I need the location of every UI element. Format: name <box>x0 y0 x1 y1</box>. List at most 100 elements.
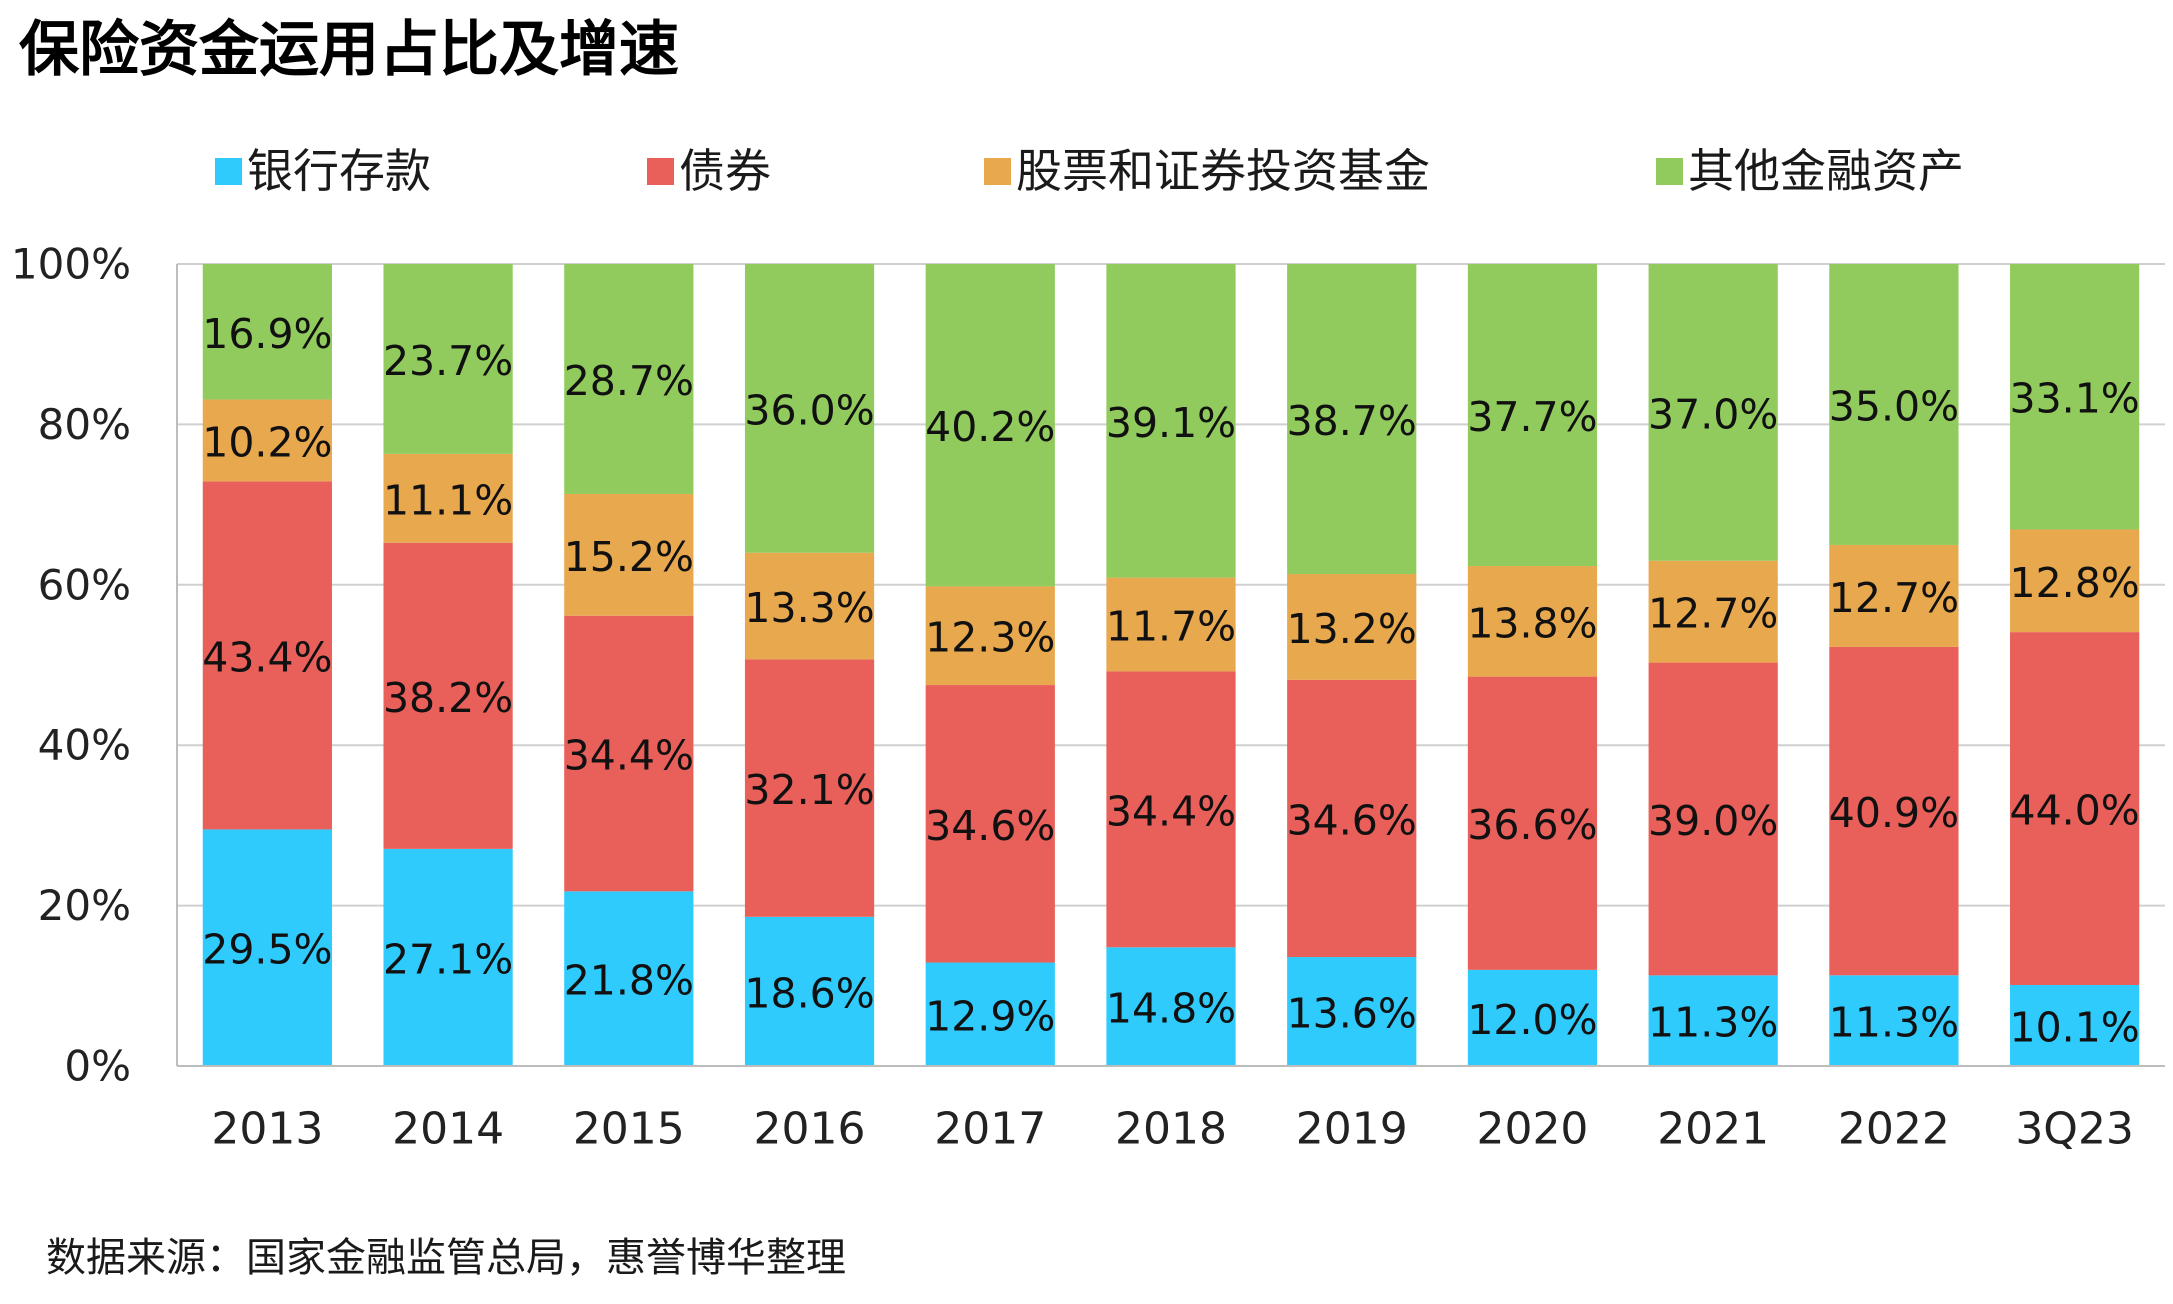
data-label-bonds-2017: 34.6% <box>925 802 1055 850</box>
data-label-other-financial-assets-2021: 37.0% <box>1648 390 1778 438</box>
data-label-bank-deposits-2016: 18.6% <box>744 969 874 1017</box>
bar-other-financial-assets-2015 <box>564 264 694 494</box>
bar-bank-deposits-2017 <box>925 962 1055 1066</box>
legend-swatch-bank-deposits <box>215 158 242 185</box>
x-axis-tick-labels: 2013 2014 2015 2016 2017 2018 2019 2020 2021 2022… <box>211 1104 2134 1155</box>
axes <box>176 264 2165 1067</box>
bar-bank-deposits-2016 <box>744 916 875 1066</box>
data-label-other-financial-assets-2014: 23.7% <box>383 337 513 385</box>
x-tick-label-2019: 2019 <box>1296 1104 1408 1155</box>
bar-stocks-and-funds-2015 <box>564 493 694 616</box>
bar-other-financial-assets-3q23 <box>2010 264 2140 530</box>
legend-item-stocks-and-funds: 股票和证券投资基金 <box>984 144 1430 198</box>
bar-stocks-and-funds-2016 <box>744 552 875 660</box>
data-label-bonds-2021: 39.0% <box>1648 797 1778 845</box>
legend-item-other-financial-assets: 其他金融资产 <box>1656 144 1964 198</box>
data-label-other-financial-assets-2020: 37.7% <box>1467 393 1597 441</box>
data-labels: 29.5% 43.4% 10.2% 16.9% 27.1% 38.2% 11.1% 23.7%… <box>202 310 2140 1052</box>
y-tick-label-60: 60% <box>38 560 131 609</box>
y-tick-label-80: 80% <box>38 400 131 449</box>
data-label-bank-deposits-2020: 12.0% <box>1467 996 1597 1044</box>
bar-bonds-3q23 <box>2010 632 2140 985</box>
data-label-other-financial-assets-2019: 38.7% <box>1287 397 1417 445</box>
bar-other-financial-assets-2017 <box>925 264 1055 587</box>
legend-swatch-bonds <box>647 158 674 185</box>
x-tick-label-2021: 2021 <box>1657 1104 1769 1155</box>
x-tick-label-2022: 2022 <box>1838 1104 1950 1155</box>
data-label-stocks-and-funds-2021: 12.7% <box>1648 590 1778 638</box>
legend-label-bank-deposits: 银行存款 <box>247 144 431 198</box>
data-label-other-financial-assets-2013: 16.9% <box>202 310 332 358</box>
bar-other-financial-assets-2019 <box>1287 264 1417 575</box>
data-label-bank-deposits-3q23: 10.1% <box>2010 1003 2140 1051</box>
legend-swatch-stocks-and-funds <box>984 158 1011 185</box>
bar-bank-deposits-2014 <box>383 848 513 1066</box>
bar-stocks-and-funds-2022 <box>1829 544 1959 647</box>
legend: 银行存款 债券 股票和证券投资基金 其他金融资产 <box>215 144 1964 198</box>
y-tick-label-20: 20% <box>38 881 131 930</box>
data-label-stocks-and-funds-2016: 13.3% <box>744 584 874 632</box>
bar-bank-deposits-2022 <box>1829 975 1959 1066</box>
data-label-bank-deposits-2013: 29.5% <box>202 926 332 974</box>
data-label-bank-deposits-2017: 12.9% <box>925 992 1055 1040</box>
data-label-stocks-and-funds-2019: 13.2% <box>1287 605 1417 653</box>
data-label-bonds-2014: 38.2% <box>383 674 513 722</box>
x-tick-label-2013: 2013 <box>211 1104 323 1155</box>
data-label-bonds-2022: 40.9% <box>1829 789 1959 837</box>
data-label-other-financial-assets-2022: 35.0% <box>1829 382 1959 430</box>
y-axis-tick-labels: 0% 20% 40% 60% 80% 100% <box>11 240 131 1091</box>
data-label-bonds-2019: 34.6% <box>1287 796 1417 844</box>
data-label-stocks-and-funds-2022: 12.7% <box>1829 574 1959 622</box>
data-label-bonds-2015: 34.4% <box>564 732 694 780</box>
x-tick-label-2015: 2015 <box>573 1104 685 1155</box>
bar-other-financial-assets-2021 <box>1648 264 1778 561</box>
data-label-bank-deposits-2014: 27.1% <box>383 935 513 983</box>
bar-bonds-2019 <box>1287 679 1417 958</box>
bar-stocks-and-funds-2014 <box>383 453 513 543</box>
legend-item-bonds: 债券 <box>647 144 771 198</box>
data-label-other-financial-assets-2015: 28.7% <box>564 357 694 405</box>
data-label-bank-deposits-2018: 14.8% <box>1106 985 1236 1033</box>
legend-item-bank-deposits: 银行存款 <box>215 144 431 198</box>
data-label-bank-deposits-2015: 21.8% <box>564 957 694 1005</box>
bar-bank-deposits-2019 <box>1287 957 1417 1066</box>
bar-bonds-2015 <box>564 615 694 892</box>
bar-other-financial-assets-2014 <box>383 264 513 454</box>
bar-stocks-and-funds-2020 <box>1467 566 1598 677</box>
data-label-stocks-and-funds-2014: 11.1% <box>383 476 513 524</box>
bar-bonds-2021 <box>1648 662 1778 976</box>
bar-other-financial-assets-2018 <box>1106 264 1236 578</box>
bar-bank-deposits-2013 <box>202 829 332 1066</box>
bar-bonds-2013 <box>202 481 332 830</box>
bar-bonds-2017 <box>925 685 1055 963</box>
data-label-stocks-and-funds-2013: 10.2% <box>202 418 332 466</box>
bar-bonds-2014 <box>383 542 513 849</box>
data-label-bank-deposits-2022: 11.3% <box>1829 999 1959 1047</box>
data-label-bank-deposits-2019: 13.6% <box>1287 990 1417 1038</box>
bar-stocks-and-funds-2018 <box>1106 577 1236 672</box>
y-tick-label-100: 100% <box>11 240 131 289</box>
x-tick-label-2018: 2018 <box>1115 1104 1227 1155</box>
legend-label-other-financial-assets: 其他金融资产 <box>1688 144 1964 198</box>
bar-bank-deposits-2021 <box>1648 975 1778 1066</box>
bars <box>202 264 2140 1066</box>
y-tick-label-0: 0% <box>64 1042 131 1091</box>
data-label-stocks-and-funds-2018: 11.7% <box>1106 602 1236 650</box>
y-tick-label-40: 40% <box>38 721 131 770</box>
x-tick-label-2017: 2017 <box>934 1104 1046 1155</box>
x-tick-label-3q23: 3Q23 <box>2015 1104 2134 1155</box>
data-label-bonds-2018: 34.4% <box>1106 787 1236 835</box>
data-label-stocks-and-funds-3q23: 12.8% <box>2010 559 2140 607</box>
x-tick-label-2016: 2016 <box>754 1104 866 1155</box>
bar-stocks-and-funds-2017 <box>925 586 1055 686</box>
data-label-bonds-2016: 32.1% <box>744 766 874 814</box>
bar-bonds-2022 <box>1829 646 1959 976</box>
data-label-stocks-and-funds-2020: 13.8% <box>1467 599 1597 647</box>
bar-bonds-2020 <box>1467 676 1598 970</box>
legend-swatch-other-financial-assets <box>1656 158 1683 185</box>
bar-bank-deposits-2018 <box>1106 947 1236 1066</box>
data-label-stocks-and-funds-2015: 15.2% <box>564 533 694 581</box>
bar-bonds-2018 <box>1106 671 1236 948</box>
legend-label-bonds: 债券 <box>679 144 771 198</box>
